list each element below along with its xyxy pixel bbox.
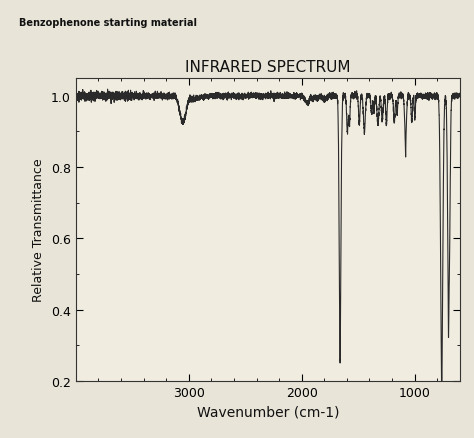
Y-axis label: Relative Transmittance: Relative Transmittance (32, 158, 46, 302)
Text: Benzophenone starting material: Benzophenone starting material (19, 18, 197, 28)
Title: INFRARED SPECTRUM: INFRARED SPECTRUM (185, 60, 351, 75)
X-axis label: Wavenumber (cm-1): Wavenumber (cm-1) (197, 404, 339, 418)
